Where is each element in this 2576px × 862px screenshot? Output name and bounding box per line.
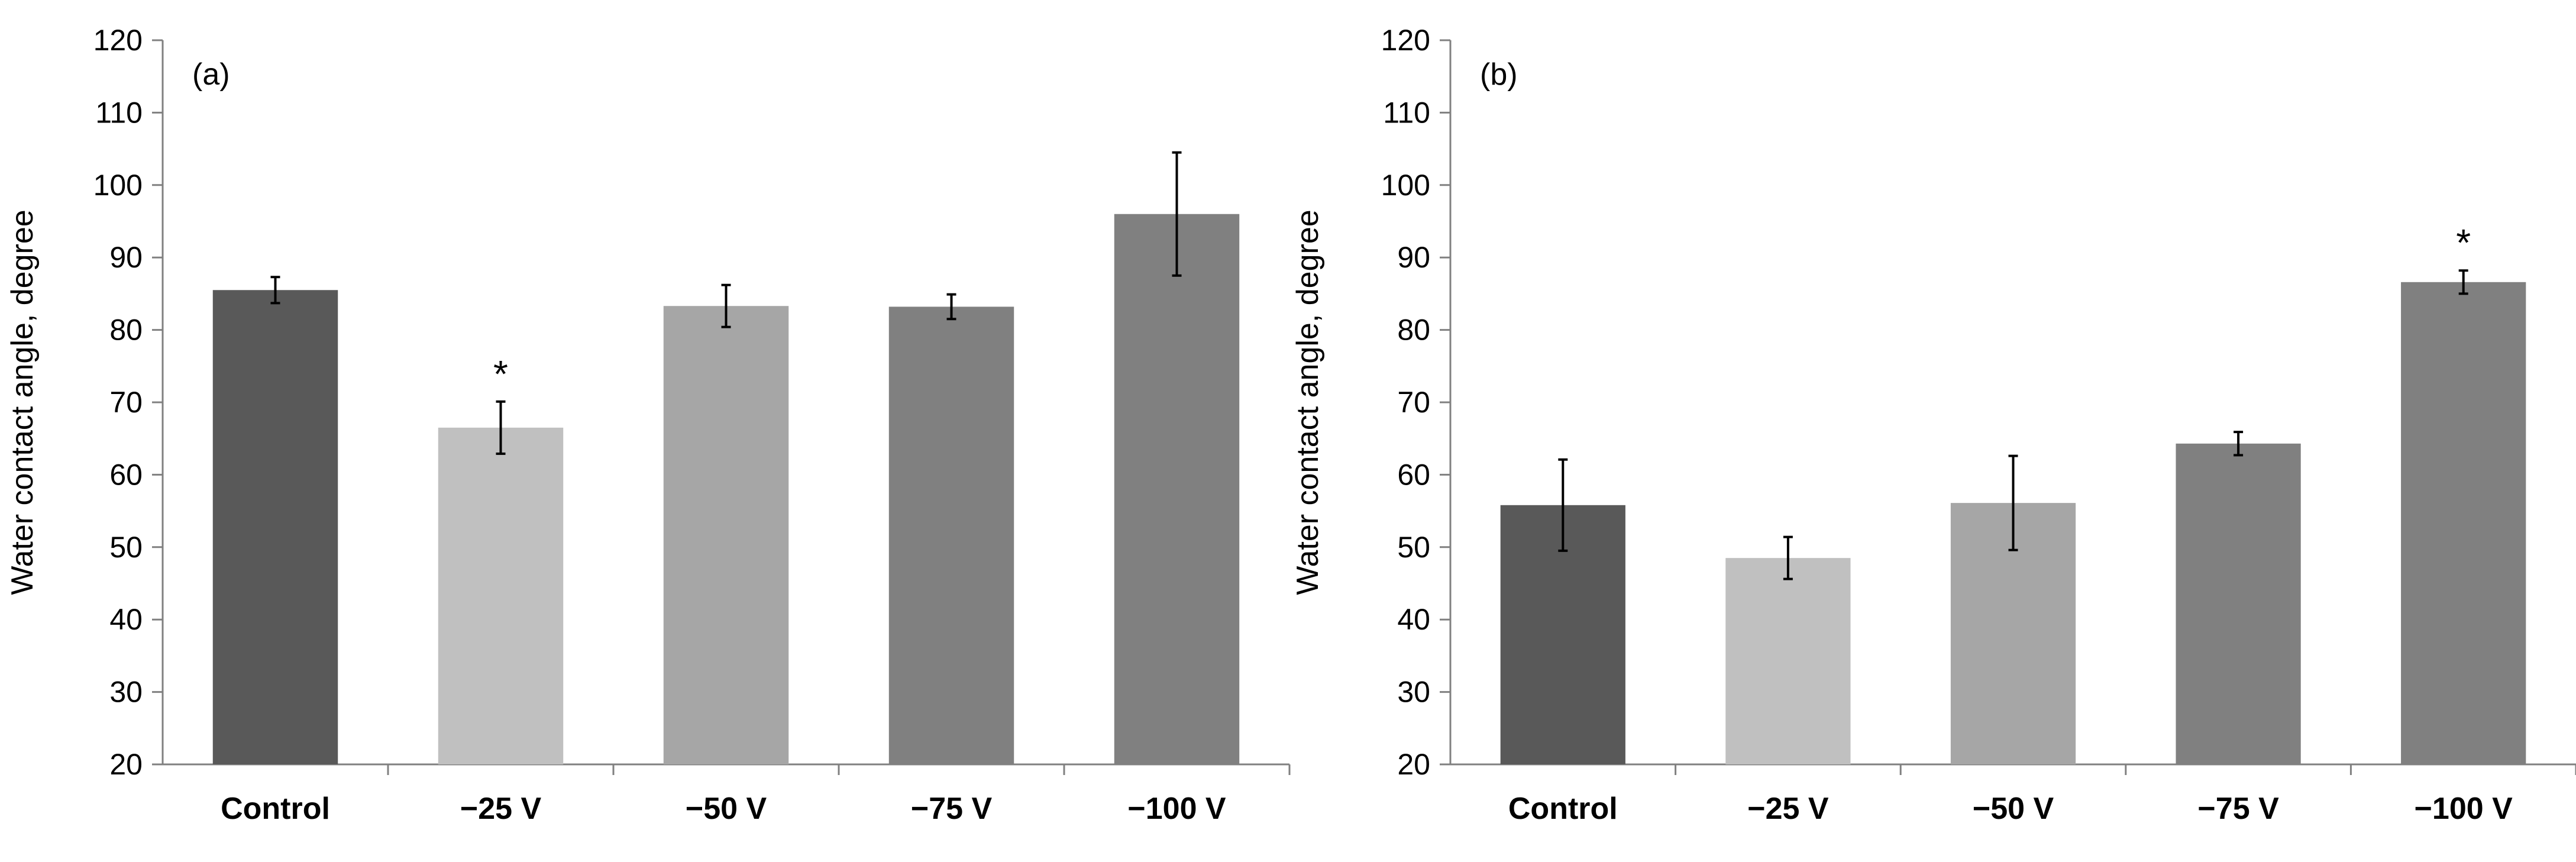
bar-b-1 [1725,558,1851,764]
y-tick-label: 30 [109,676,143,709]
y-tick-label: 20 [109,748,143,781]
x-category-label: Control [1508,792,1618,826]
y-tick-label: 110 [95,96,143,129]
y-axis-title-b: Water contact angle, degree [1291,209,1325,595]
y-tick-label: 120 [1381,24,1430,57]
y-tick-label: 50 [109,531,143,564]
bar-b-3 [2176,443,2301,764]
bar-a-2 [663,306,789,764]
y-tick-label: 30 [1397,676,1430,709]
y-tick-label: 40 [1397,603,1430,636]
bar-a-3 [888,306,1014,764]
x-category-label: −25 V [460,792,542,826]
y-axis-title-a: Water contact angle, degree [5,209,40,595]
y-tick-label: 50 [1397,531,1430,564]
y-tick-label: 100 [93,169,143,202]
y-tick-label: 80 [1397,314,1430,347]
bar-a-1 [438,427,564,764]
y-tick-label: 60 [1397,458,1430,491]
y-tick-label: 90 [109,241,143,274]
y-tick-label: 40 [109,603,143,636]
significance-marker: * [493,353,508,395]
panel-label-a: (a) [192,57,230,92]
x-category-label: −75 V [2197,792,2279,826]
bar-b-4 [2401,282,2526,764]
y-tick-label: 60 [109,458,143,491]
y-tick-label: 80 [109,314,143,347]
y-tick-label: 100 [1381,169,1430,202]
chart-panel-a: 20 30 40 50 60 70 80 90 100 110 120 Control * −25 V −5… [5,24,1291,826]
bar-a-0 [212,290,338,764]
x-category-label: −75 V [911,792,993,826]
x-category-label: −50 V [1973,792,2054,826]
chart-panel-b: 20 30 40 50 60 70 80 90 100 110 120 Control −25 V −50… [1291,24,2576,826]
y-tick-label: 70 [109,386,143,419]
y-tick-label: 70 [1397,386,1430,419]
x-category-label: −100 V [2415,792,2513,826]
x-category-label: Control [221,792,330,826]
bar-a-4 [1114,214,1240,764]
x-category-label: −50 V [686,792,767,826]
x-category-label: −100 V [1127,792,1226,826]
panel-label-b: (b) [1480,57,1518,92]
y-tick-label: 20 [1397,748,1430,781]
x-category-label: −25 V [1747,792,1829,826]
significance-marker: * [2456,221,2471,264]
y-tick-label: 120 [93,24,143,57]
y-tick-label: 110 [1383,96,1430,129]
y-tick-label: 90 [1397,241,1430,274]
